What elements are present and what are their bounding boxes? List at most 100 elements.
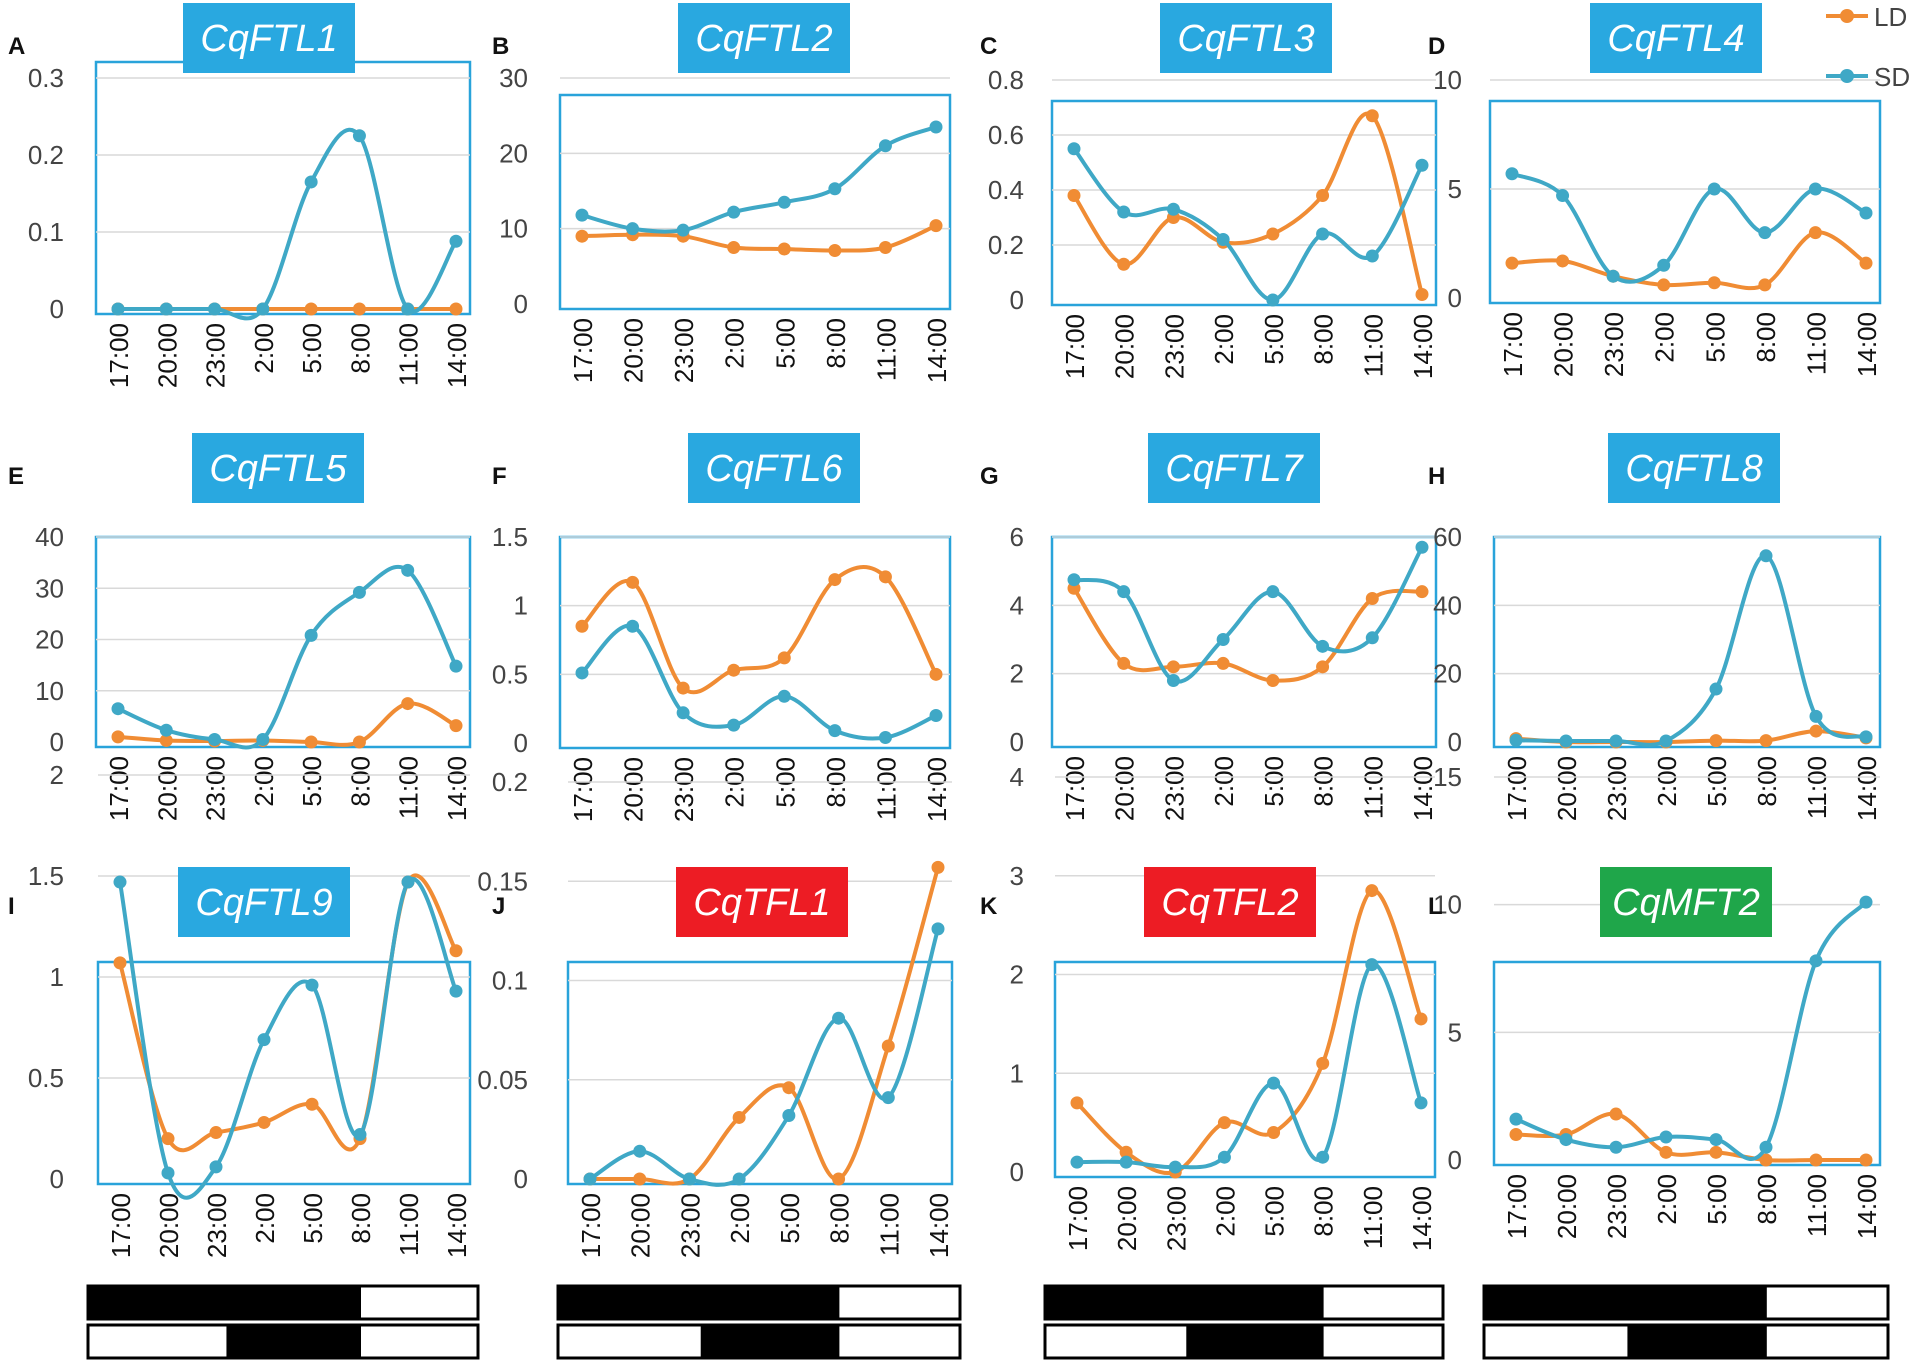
x-tick-label: 23:00 [1599, 312, 1629, 377]
photoperiod-dark-sd [700, 1325, 840, 1358]
data-point-SD [1759, 1140, 1773, 1154]
x-tick-label: 20:00 [152, 323, 182, 388]
data-point-LD [828, 244, 842, 258]
y-tick-label: 1 [514, 591, 528, 621]
data-point-SD [1119, 1155, 1133, 1169]
legend-sd-marker [1840, 69, 1854, 83]
y-tick-label: 0 [514, 289, 528, 319]
x-tick-label: 20:00 [1552, 756, 1582, 821]
data-point-SD [878, 731, 892, 745]
data-point-SD [111, 302, 125, 316]
panel-G: 0 2 4 6 17:00 20:00 23:00 2:00 5:00 8:00 11:00 14:0… [980, 433, 1438, 821]
data-point-LD [1414, 1012, 1428, 1026]
data-point-SD [1117, 205, 1131, 219]
y-tick-label: 2 [50, 760, 64, 790]
x-tick-label: 8:00 [345, 756, 375, 807]
x-tick-label: 14:00 [442, 756, 472, 821]
y-tick-label: 60 [1433, 522, 1462, 552]
data-point-SD [208, 732, 222, 746]
data-point-LD [777, 651, 791, 665]
data-point-LD [1067, 189, 1081, 202]
data-point-SD [682, 1172, 696, 1186]
data-point-LD [633, 1172, 647, 1186]
data-point-LD [1266, 674, 1280, 687]
y-tick-label: 30 [35, 573, 64, 603]
y-tick-label: 0 [1448, 1145, 1462, 1175]
data-point-SD [449, 984, 463, 998]
data-point-LD [929, 667, 943, 681]
data-point-SD [449, 234, 463, 248]
y-tick-label: 4 [1010, 762, 1024, 792]
x-tick-label: 17:00 [1060, 314, 1090, 379]
data-point-LD [1657, 278, 1671, 292]
data-point-LD [1415, 585, 1429, 599]
data-point-SD [1809, 954, 1823, 968]
x-tick-label: 8:00 [1309, 756, 1339, 807]
data-point-SD [1509, 1112, 1523, 1126]
data-point-SD [1509, 733, 1523, 747]
panel-letter: D [1428, 33, 1445, 60]
panel-K: 0 1 2 3 4 17:00 20:00 23:00 2:00 5:00 8:00 11:00 14:… [980, 762, 1445, 1360]
panel-letter: C [980, 33, 997, 60]
data-point-SD [727, 718, 741, 732]
data-point-LD [352, 302, 366, 316]
x-tick-label: 23:00 [675, 1193, 705, 1258]
y-tick-label: 0.05 [477, 1065, 528, 1095]
data-point-LD [1365, 884, 1379, 898]
data-point-SD [352, 129, 366, 143]
panel-letter: A [8, 33, 25, 60]
photoperiod-dark-sd [1627, 1325, 1767, 1358]
y-tick-label: 5 [1448, 1017, 1462, 1047]
x-tick-label: 11:00 [1358, 314, 1388, 377]
data-point-SD [1166, 202, 1180, 216]
panel-I: 0 0.5 1 1.5 2 17:00 20:00 23:00 2:00 5:00 8:00 11:0… [8, 760, 480, 1360]
data-point-LD [113, 956, 127, 970]
plot-frame [566, 960, 954, 1186]
data-point-SD [1759, 549, 1773, 563]
data-point-SD [626, 222, 640, 236]
x-tick-label: 17:00 [1060, 756, 1090, 821]
series-line-SD [116, 564, 458, 750]
x-tick-label: 11:00 [1358, 756, 1388, 819]
x-tick-label: 20:00 [1549, 312, 1579, 377]
x-tick-label: 14:00 [922, 757, 952, 822]
data-point-LD [1217, 1116, 1231, 1130]
data-point-LD [161, 1132, 175, 1146]
y-tick-label: 0.4 [988, 175, 1024, 205]
data-point-LD [727, 241, 741, 254]
x-tick-label: 11:00 [394, 1193, 424, 1256]
series-line-SD [1514, 900, 1868, 1161]
data-point-SD [161, 1166, 175, 1180]
panel-title: CqMFT2 [1612, 882, 1760, 924]
y-tick-label: 15 [1433, 762, 1462, 792]
panel-title: CqFTL1 [200, 18, 337, 60]
y-tick-label: 3 [1010, 861, 1024, 891]
x-tick-label: 20:00 [626, 1193, 656, 1258]
x-tick-label: 20:00 [1110, 756, 1140, 821]
data-point-SD [1316, 639, 1330, 653]
x-tick-label: 17:00 [576, 1193, 606, 1258]
x-tick-label: 5:00 [1260, 1186, 1290, 1237]
x-tick-label: 8:00 [1751, 312, 1781, 363]
x-tick-label: 8:00 [345, 323, 375, 374]
panel-E: 0 10 20 30 40 17:00 20:00 23:00 2:00 5:00 8:00 11:0… [8, 433, 472, 821]
data-point-LD [1119, 1145, 1133, 1159]
data-point-SD [828, 724, 842, 738]
y-tick-label: 40 [35, 522, 64, 552]
y-tick-label: 20 [1433, 659, 1462, 689]
x-tick-label: 11:00 [394, 756, 424, 819]
data-point-SD [1606, 269, 1620, 283]
data-point-LD [1117, 656, 1131, 670]
data-point-LD [1117, 257, 1131, 271]
x-tick-label: 17:00 [568, 318, 598, 383]
data-point-LD [1365, 592, 1379, 605]
data-point-LD [1758, 278, 1772, 292]
y-tick-label: 0 [50, 1164, 64, 1194]
x-tick-label: 5:00 [297, 323, 327, 374]
x-tick-label: 20:00 [619, 757, 649, 822]
panel-D: 0 5 10 17:00 20:00 23:00 2:00 5:00 8:00 11:00 14:0… [1428, 3, 1882, 377]
panel-letter: L [1428, 893, 1443, 920]
data-point-SD [1559, 734, 1573, 748]
title-badge [1148, 433, 1320, 503]
